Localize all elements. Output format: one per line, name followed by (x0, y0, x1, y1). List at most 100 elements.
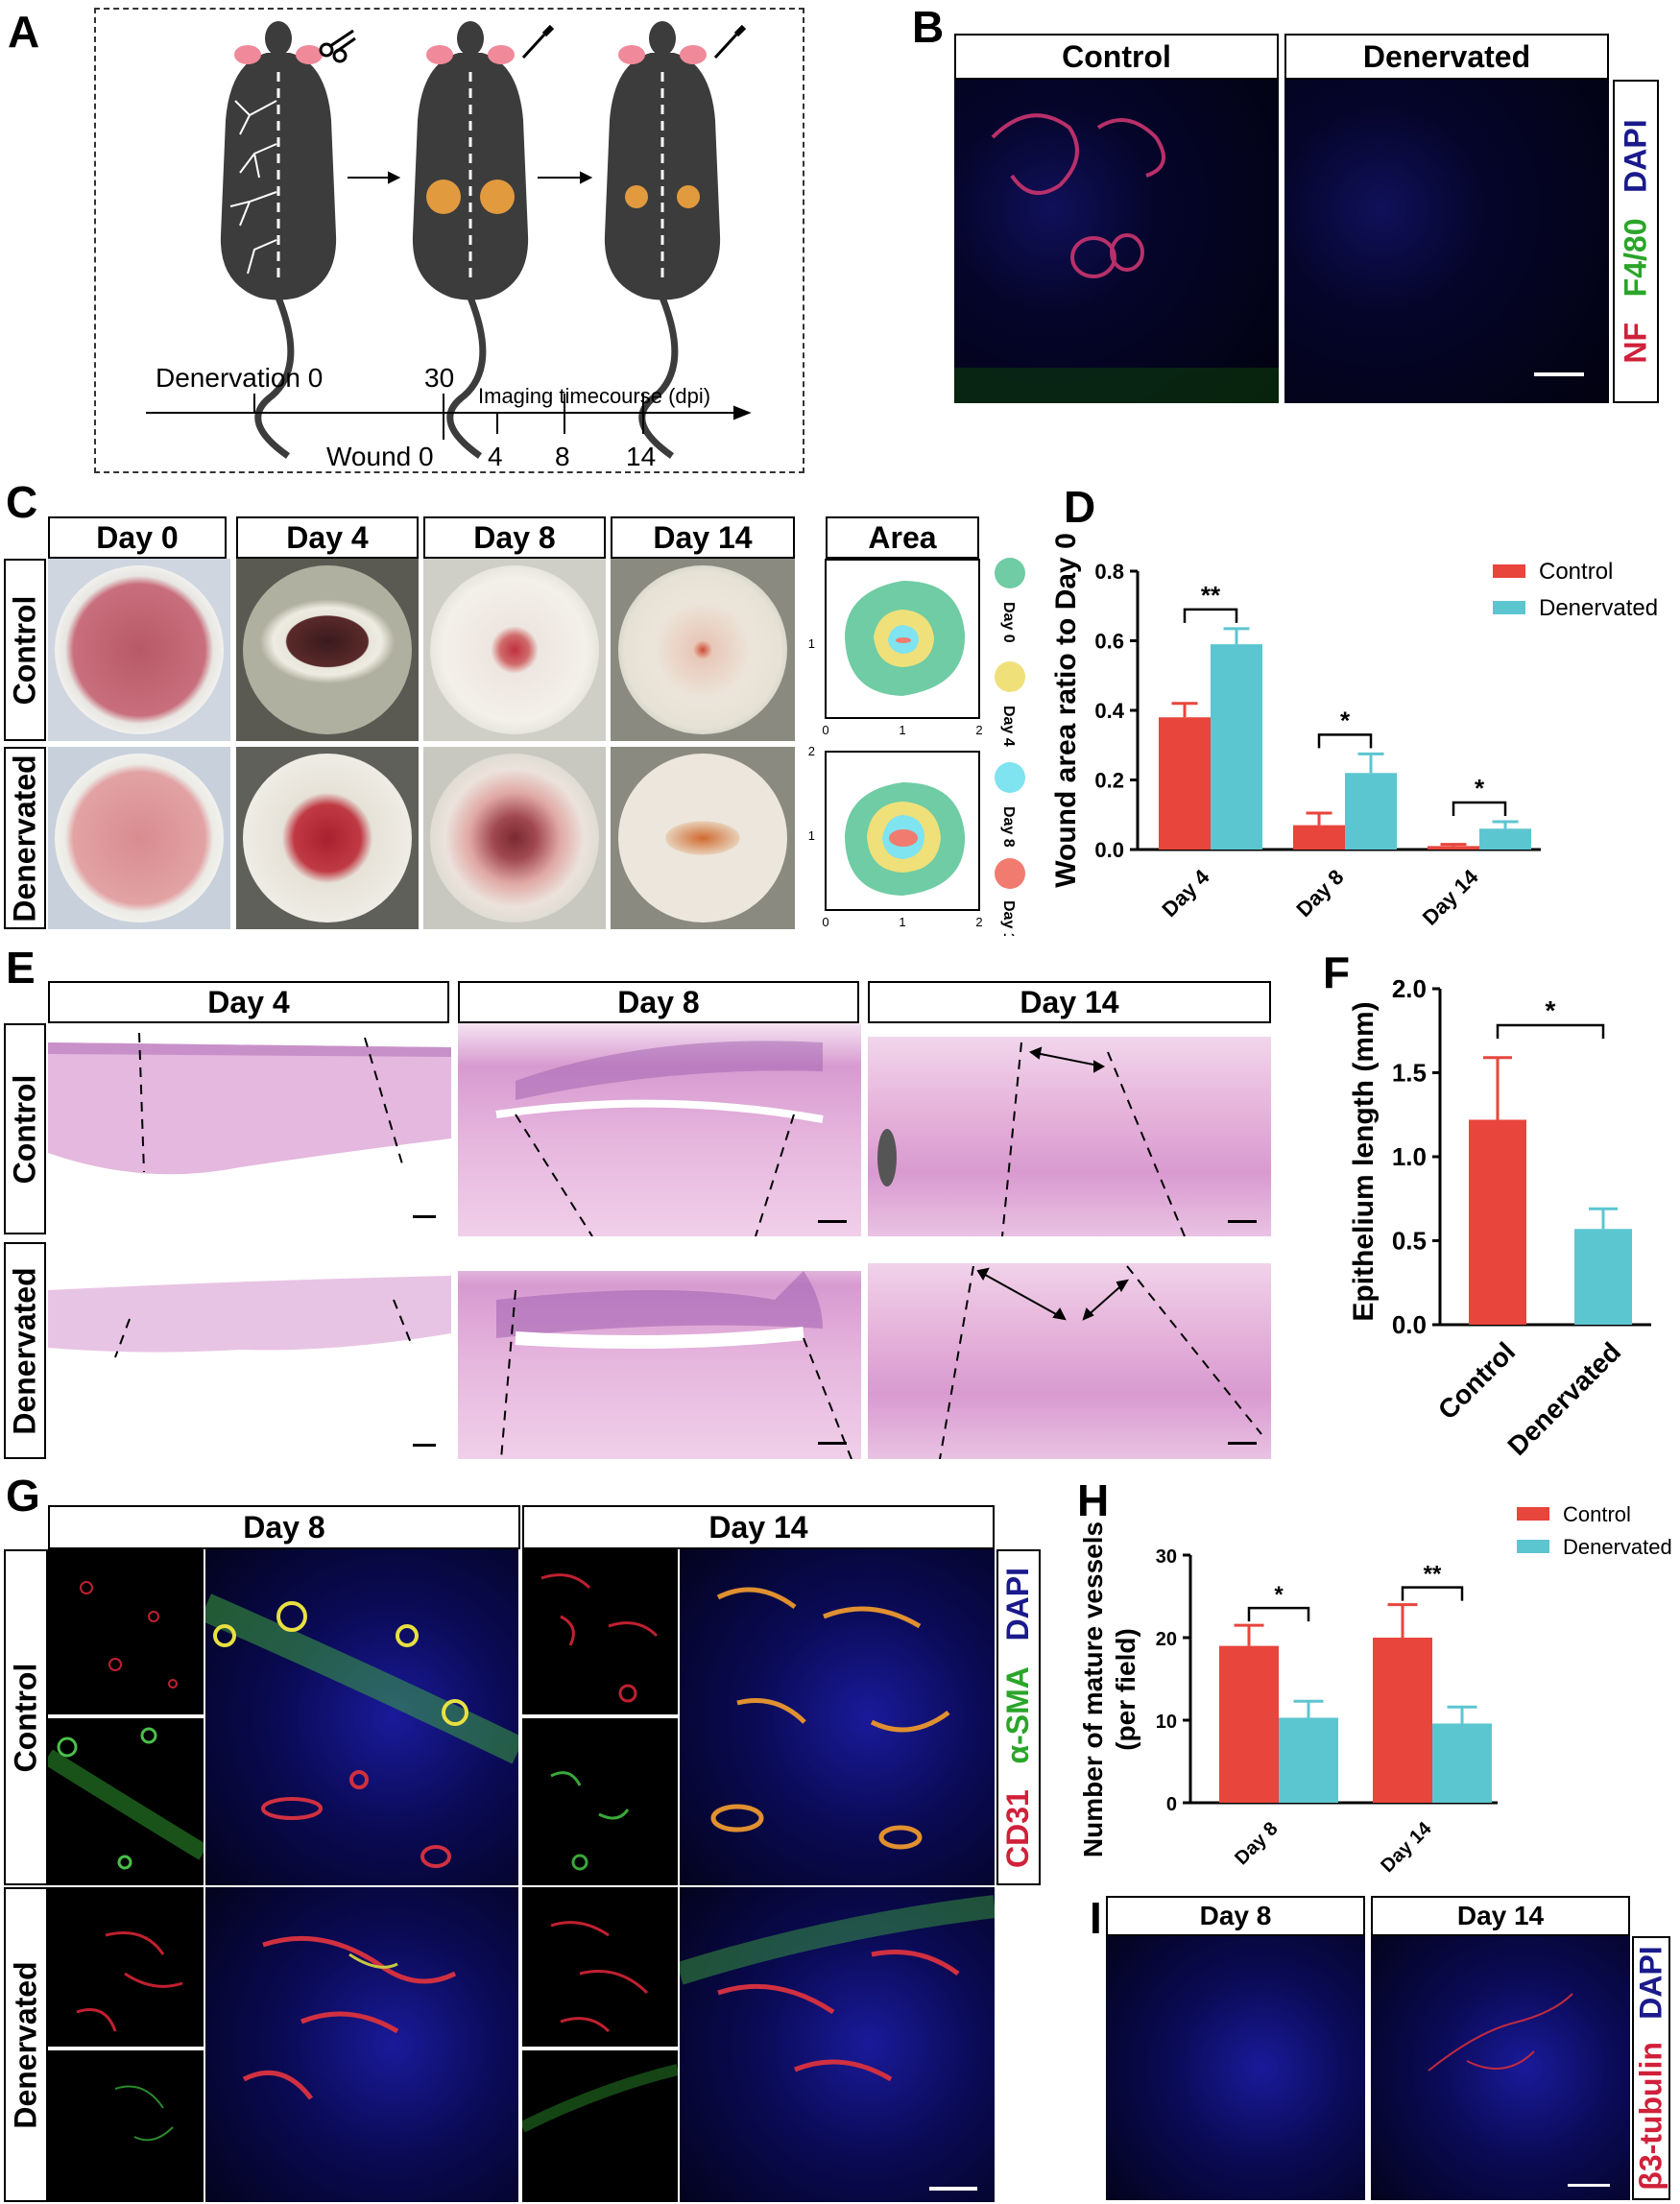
y-tick-label: 0.5 (1392, 1227, 1427, 1256)
significance-bracket (1452, 801, 1507, 816)
significance-bracket (1496, 1023, 1605, 1039)
panel-label-d: D (1064, 482, 1096, 532)
panel-label-h: H (1077, 1475, 1110, 1525)
x-tick-label: Day 8 (1291, 865, 1348, 922)
panel-g-row-denervated: Denervated (4, 1887, 48, 2202)
timeline-t8: 8 (555, 442, 570, 471)
x-tick-label: Day 4 (1157, 864, 1214, 922)
legend-swatch-denervated (1493, 601, 1525, 614)
bar-denervated-day-8 (1345, 773, 1397, 850)
timeline-t4: 4 (488, 442, 503, 471)
y-tick-label: 0.0 (1392, 1310, 1427, 1339)
cd31-denervated-day14 (522, 1887, 678, 2047)
legend-day14: Day 14 (1000, 900, 1017, 936)
timeline-t14: 14 (626, 442, 657, 471)
panel-g-row-control: Control (4, 1549, 48, 1885)
area-diagram-control: 1 0 1 2 (808, 559, 983, 737)
area-ytick-1: 1 (808, 636, 815, 651)
panel-label-c: C (6, 477, 38, 527)
timeline-denervation: Denervation 0 (156, 363, 324, 393)
wound-photo-denervated-day0 (48, 747, 230, 929)
legend-day0: Day 0 (1000, 602, 1017, 643)
wound-photo-denervated-day14 (611, 747, 795, 929)
panel-i-header-day14: Day 14 (1371, 1896, 1630, 1936)
bar-control-day-14 (1428, 846, 1479, 850)
b3tubulin-day14 (1371, 1936, 1630, 2200)
cd31-control-day14 (522, 1549, 678, 1714)
area-xtick-1: 1 (899, 723, 905, 737)
histology-denervated-day14 (868, 1242, 1271, 1459)
y-axis-title: Epithelium length (mm) (1348, 1001, 1380, 1321)
y-tick-label: 0 (1166, 1794, 1177, 1815)
panel-label-f: F (1323, 947, 1351, 997)
legend-label-denervated: Denervated (1563, 1535, 1672, 1559)
merge-denervated-day8 (205, 1887, 518, 2202)
panel-b-header-control: Control (954, 34, 1279, 80)
timeline-day30: 30 (424, 363, 455, 393)
area-ytick-2: 2 (808, 744, 815, 758)
merge-control-day8 (205, 1549, 518, 1885)
bar-control-day-4 (1159, 717, 1211, 850)
panel-b-image-denervated (1284, 80, 1609, 403)
bar-control-day-14 (1373, 1638, 1432, 1803)
panel-e-header-day4: Day 4 (48, 981, 449, 1023)
bar-denervated-day-4 (1211, 644, 1262, 850)
asma-control-day8 (48, 1718, 204, 1885)
area-ytick-1b: 1 (808, 828, 815, 843)
legend-day8: Day 8 (1000, 806, 1017, 848)
significance-mark: ** (1201, 581, 1221, 610)
chart-d: 0.0 0.2 0.4 0.6 0.8 ** Day 4 * Day 8 * Day 14 Contr… (1050, 533, 1658, 929)
panel-c-row-denervated: Denervated (4, 747, 46, 929)
panel-c-header-area: Area (826, 516, 979, 559)
y-tick-label: 30 (1156, 1546, 1177, 1568)
y-tick-label: 0.0 (1094, 838, 1124, 862)
panel-c-header-day14: Day 14 (611, 516, 795, 559)
area-xtick-0: 0 (822, 723, 828, 737)
bar-control-day-8 (1219, 1645, 1279, 1803)
significance-mark: * (1340, 706, 1351, 734)
significance-mark: * (1475, 774, 1485, 803)
significance-bracket (1401, 1586, 1464, 1601)
x-tick-label: Day 14 (1418, 864, 1483, 929)
area-xtick-1b: 1 (899, 915, 905, 929)
y-tick-label: 0.6 (1094, 630, 1124, 654)
legend-swatch-control (1517, 1507, 1549, 1521)
legend-b3tubulin: β3-tubulin (1633, 2042, 1668, 2191)
cd31-denervated-day8 (48, 1887, 204, 2047)
legend-dapi: DAPI (1618, 119, 1653, 193)
legend-cd31: CD31 (1000, 1788, 1036, 1868)
panel-label-a: A (8, 7, 40, 57)
wound-photo-control-day4 (236, 559, 419, 741)
x-tick-label: Day 14 (1377, 1817, 1436, 1877)
panel-label-b: B (912, 2, 945, 52)
b3tubulin-day8 (1106, 1936, 1365, 2200)
area-legend: Day 0 Day 4 Day 8 Day 14 (995, 558, 1025, 936)
significance-bracket (1247, 1606, 1310, 1622)
histology-denervated-day4 (48, 1242, 451, 1459)
panel-e-row-denervated: Denervated (4, 1242, 46, 1459)
legend-dapi-g: DAPI (1000, 1567, 1036, 1641)
x-tick-label: Control (1432, 1336, 1521, 1425)
histology-denervated-day8 (458, 1242, 861, 1459)
legend-label-denervated: Denervated (1539, 595, 1658, 621)
legend-asma: α-SMA (1000, 1665, 1036, 1764)
y-tick-label: 1.0 (1392, 1142, 1427, 1171)
wound-photo-control-day8 (423, 559, 606, 741)
panel-a-frame: Denervation 0 30 Imaging timecourse (dpi… (94, 8, 804, 473)
bar-denervated-day-14 (1479, 828, 1531, 850)
legend-dapi-i: DAPI (1633, 1946, 1668, 2020)
wound-photo-control-day14 (611, 559, 795, 741)
significance-mark: * (1274, 1582, 1284, 1608)
y-tick-label: 2.0 (1392, 974, 1427, 1003)
y-tick-label: 20 (1156, 1629, 1177, 1650)
x-tick-label: Denervated (1501, 1336, 1626, 1459)
panel-b-header-denervated: Denervated (1284, 34, 1609, 80)
merge-control-day14 (680, 1549, 995, 1885)
timeline-wound: Wound 0 (326, 442, 434, 471)
bar-control-day-8 (1293, 825, 1345, 850)
legend-label-control: Control (1563, 1502, 1631, 1526)
y-axis-title: Wound area ratio to Day 0 (1050, 533, 1082, 888)
panel-label-g: G (6, 1471, 40, 1521)
panel-g-header-day14: Day 14 (522, 1505, 995, 1549)
